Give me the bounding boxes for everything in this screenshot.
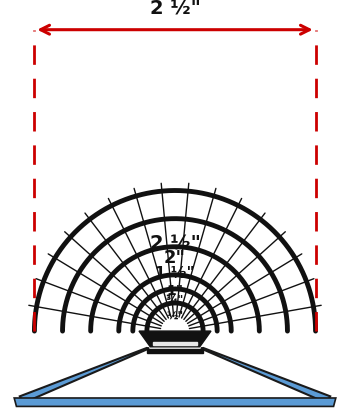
Polygon shape [201,348,330,403]
Text: ½": ½" [167,310,183,321]
Polygon shape [20,348,149,403]
Polygon shape [147,349,203,353]
Text: ¾": ¾" [166,294,184,307]
Text: 2 ½": 2 ½" [149,0,201,18]
Text: 1 ½": 1 ½" [155,266,195,281]
Polygon shape [153,342,197,345]
Polygon shape [139,331,211,347]
Polygon shape [14,398,336,406]
Text: 1": 1" [167,284,183,297]
Text: 2": 2" [164,249,186,267]
Text: 2 ½": 2 ½" [149,234,201,253]
